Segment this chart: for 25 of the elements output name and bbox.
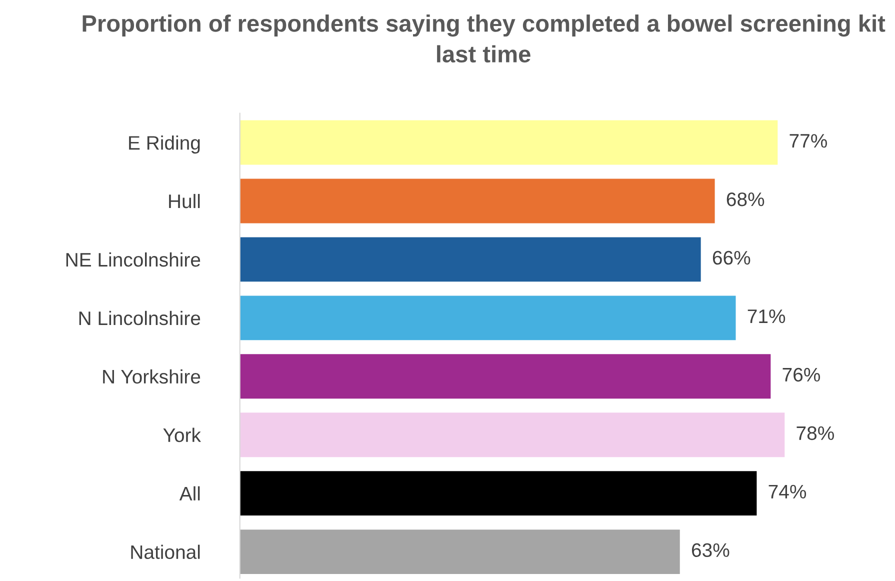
bar <box>240 120 778 165</box>
bar <box>240 471 757 516</box>
y-tick-label: NE Lincolnshire <box>66 252 200 267</box>
data-label: 66% <box>712 250 750 265</box>
bar <box>240 530 680 574</box>
y-tick-label: N Yorkshire <box>103 369 200 384</box>
y-tick-label: N Lincolnshire <box>79 310 200 326</box>
y-tick-label: Hull <box>169 194 200 208</box>
data-label: 63% <box>692 543 730 558</box>
bar <box>240 354 771 399</box>
bar <box>240 178 715 224</box>
data-label: 71% <box>748 309 786 324</box>
data-label: 68% <box>726 192 764 206</box>
data-label: 76% <box>782 368 820 382</box>
y-tick-label: York <box>163 428 201 442</box>
data-label: 77% <box>790 134 827 148</box>
y-tick-label: National <box>131 544 200 560</box>
bar <box>240 412 785 458</box>
data-label: 78% <box>796 426 834 440</box>
bar <box>240 237 701 282</box>
y-tick-label: All <box>179 486 200 500</box>
bar <box>240 296 736 340</box>
chart-title: Proportion of respondents saying they completed a bowel screening kit last time <box>82 14 886 63</box>
y-tick-label: E Riding <box>129 135 200 154</box>
data-label: 74% <box>768 484 806 498</box>
